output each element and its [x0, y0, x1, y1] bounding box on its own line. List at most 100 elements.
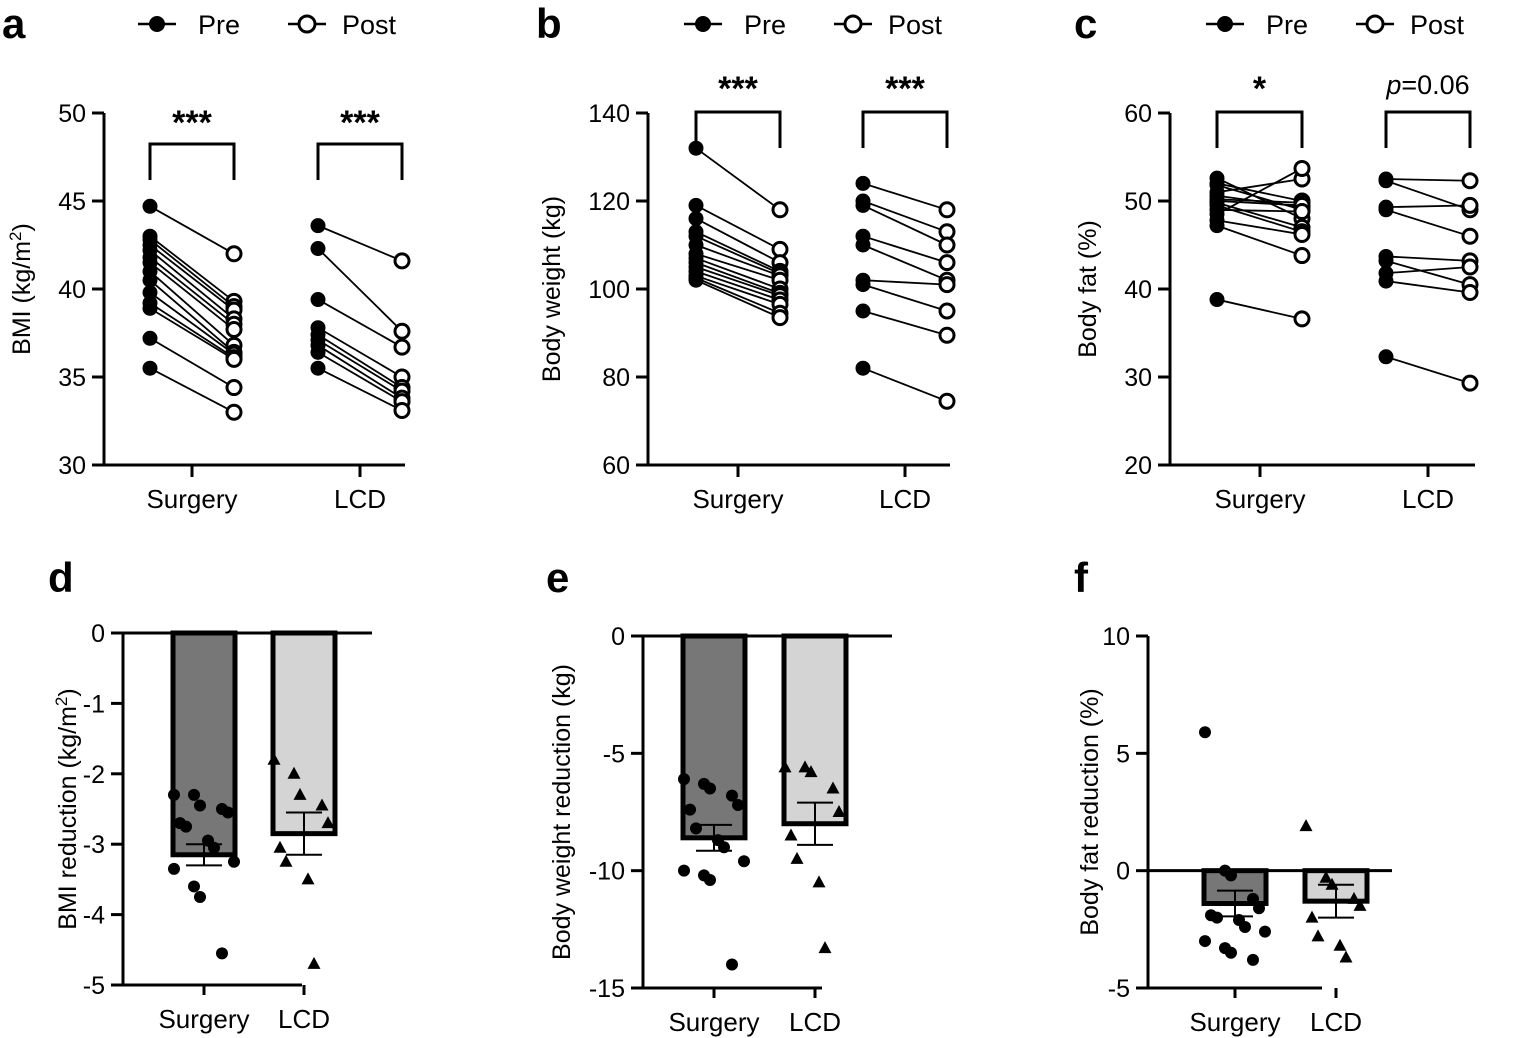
post-point — [940, 328, 954, 342]
data-point — [168, 863, 180, 875]
post-point — [1463, 229, 1477, 243]
data-point — [180, 821, 192, 833]
pre-point — [1379, 173, 1394, 188]
post-point — [1463, 376, 1477, 390]
pair-line — [150, 245, 234, 310]
y-tick-label: 60 — [1124, 100, 1152, 128]
legend-post-label: Post — [342, 10, 397, 40]
data-point — [819, 941, 832, 953]
significance-label: *** — [340, 104, 380, 142]
post-point — [1463, 260, 1477, 274]
data-point — [1259, 926, 1271, 938]
post-point — [1463, 198, 1477, 212]
panel-letter: c — [1074, 0, 1097, 47]
significance-bracket — [1386, 112, 1470, 148]
pair-line — [318, 340, 402, 391]
data-point — [1199, 726, 1211, 738]
post-point — [940, 278, 954, 292]
post-point — [227, 247, 241, 261]
data-point — [194, 891, 206, 903]
post-point — [1295, 161, 1309, 175]
data-point — [791, 852, 804, 864]
post-point — [1295, 249, 1309, 263]
data-point — [813, 875, 826, 887]
data-point — [1306, 911, 1319, 923]
panel-d: dBMI reduction (kg/m2)-5-4-3-2-10Surgery… — [48, 554, 372, 1034]
post-point — [1463, 286, 1477, 300]
pair-line — [1217, 226, 1302, 256]
data-point — [1300, 819, 1313, 831]
post-point — [227, 381, 241, 395]
y-tick-label: 5 — [1116, 740, 1130, 768]
pair-line — [696, 258, 780, 289]
y-axis-label: Body weight reduction (kg) — [548, 664, 576, 960]
post-point — [1295, 205, 1309, 219]
panel-b: b Pre PostBody weight (kg)6080100120140Sur… — [536, 0, 954, 514]
y-tick-label: 0 — [611, 623, 625, 651]
y-tick-label: -10 — [589, 858, 625, 886]
pre-point — [143, 331, 158, 346]
significance-bracket — [318, 144, 402, 180]
pair-line — [863, 280, 947, 284]
bar — [273, 633, 335, 834]
data-point — [1225, 947, 1237, 959]
y-tick-label: 20 — [1124, 452, 1152, 480]
y-axis-label: BMI (kg/m2) — [6, 223, 36, 355]
pair-line — [1386, 357, 1470, 383]
pre-point — [689, 211, 704, 226]
panel-c: c Pre Post Body fat (%) 20 30 40 50 60 Surgery LCD… — [1074, 0, 1477, 514]
pre-point — [856, 304, 871, 319]
y-tick-label: -5 — [1108, 975, 1130, 1003]
pair-line — [318, 249, 402, 332]
bar — [784, 636, 846, 824]
legend-post-marker — [1367, 16, 1383, 32]
data-point — [726, 959, 738, 971]
pair-line — [863, 205, 947, 245]
x-tick-label: LCD — [1402, 484, 1454, 514]
post-point — [395, 254, 409, 268]
data-point — [188, 789, 200, 801]
data-point — [1199, 935, 1211, 947]
pair-line — [696, 276, 780, 305]
post-point — [1463, 174, 1477, 188]
pair-line — [863, 368, 947, 401]
pre-point — [143, 361, 158, 376]
significance-label: *** — [885, 70, 925, 108]
y-tick-label: 35 — [58, 364, 86, 392]
data-point — [168, 789, 180, 801]
pair-line — [1217, 300, 1302, 319]
legend-pre-marker — [149, 16, 165, 32]
pair-line — [696, 205, 780, 249]
x-tick-label: LCD — [334, 484, 386, 514]
y-tick-label: 30 — [1124, 364, 1152, 392]
pre-point — [143, 301, 158, 316]
significance-label: *** — [172, 104, 212, 142]
data-point — [678, 773, 690, 785]
y-axis-label: BMI reduction (kg/m2) — [52, 688, 82, 929]
y-tick-label: -3 — [83, 831, 105, 859]
y-tick-label: 120 — [588, 188, 630, 216]
pair-line — [1386, 210, 1470, 236]
x-tick-label: LCD — [879, 484, 931, 514]
data-point — [194, 799, 206, 811]
data-point — [1211, 912, 1223, 924]
post-point — [773, 311, 787, 325]
data-point — [704, 874, 716, 886]
significance-label: *** — [718, 70, 758, 108]
legend-pre-marker — [695, 16, 711, 32]
panel-letter: f — [1074, 554, 1089, 601]
pair-line — [1217, 168, 1302, 214]
y-tick-label: 40 — [1124, 276, 1152, 304]
y-tick-label: 80 — [602, 364, 630, 392]
significance-label: p=0.06 — [1385, 70, 1469, 100]
x-tick-label: Surgery — [158, 1004, 249, 1034]
post-point — [227, 352, 241, 366]
x-tick-label: LCD — [789, 1007, 841, 1037]
panel-letter: b — [536, 0, 562, 47]
legend-post-marker — [299, 16, 315, 32]
y-tick-label: 50 — [58, 100, 86, 128]
figure: a Pre PostBMI (kg/m2)3035404550Surgery LCD*… — [0, 0, 1522, 1038]
pre-point — [311, 241, 326, 256]
pair-line — [318, 352, 402, 401]
pair-line — [1386, 179, 1470, 181]
